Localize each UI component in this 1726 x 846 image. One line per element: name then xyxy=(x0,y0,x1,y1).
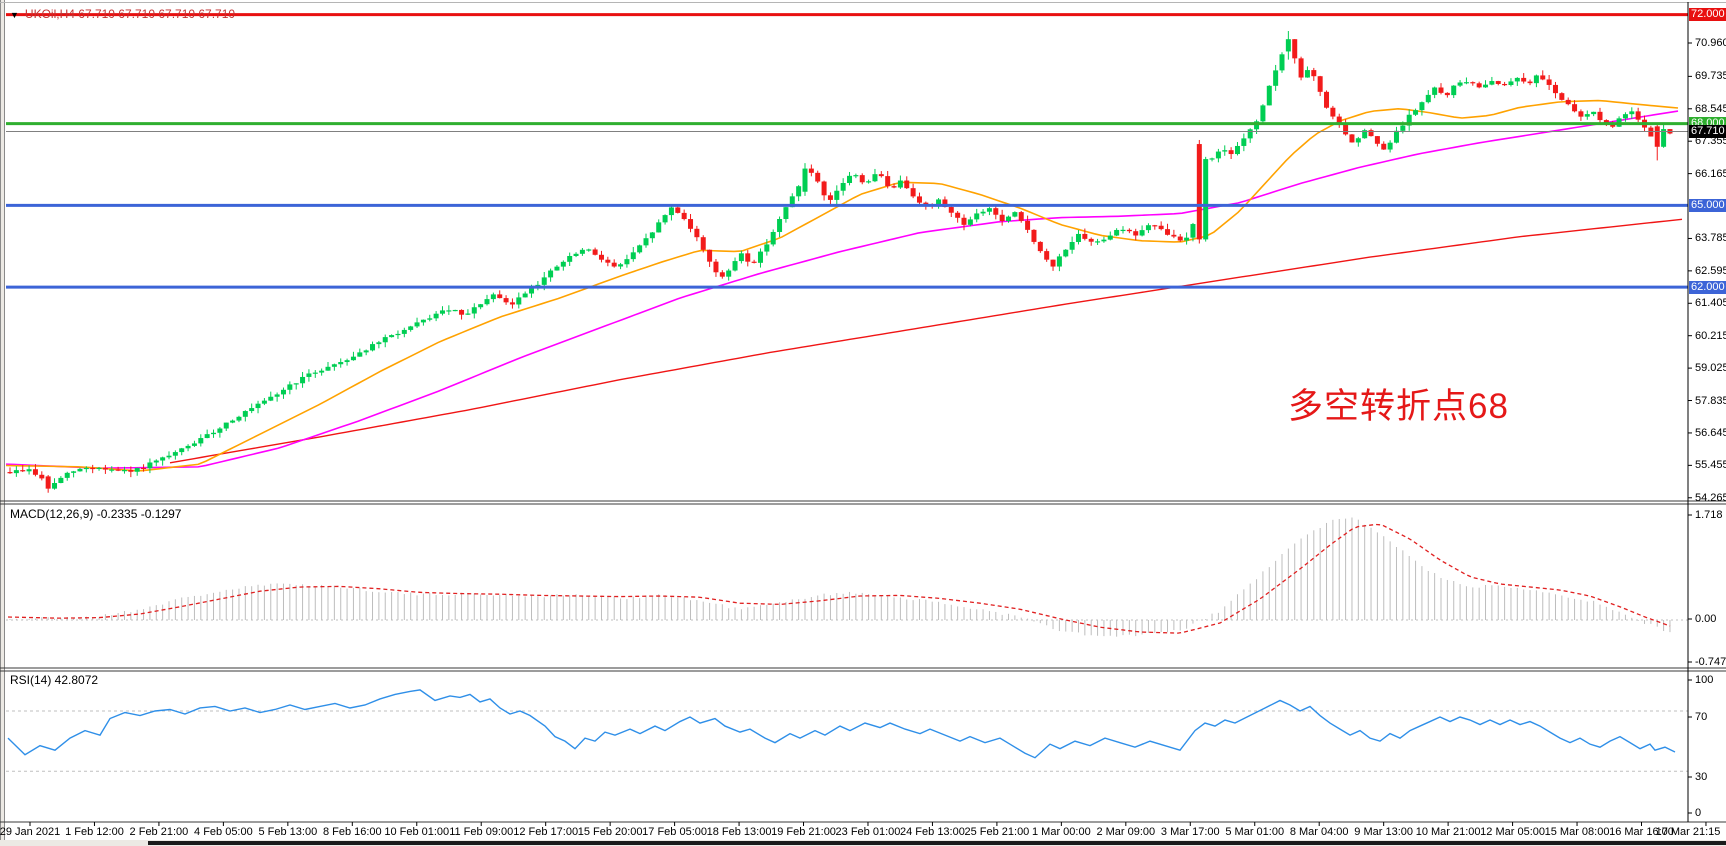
time-tick-label: 4 Feb 05:00 xyxy=(194,826,253,838)
time-tick-label: 25 Feb 21:00 xyxy=(964,826,1030,838)
price-tick-label: 68.545 xyxy=(1695,102,1726,115)
time-tick-label: 24 Feb 13:00 xyxy=(900,826,965,838)
time-tick-label: 8 Feb 16:00 xyxy=(322,826,382,838)
price-tick-label: 60.215 xyxy=(1695,329,1726,342)
rsi-axis-label: 30 xyxy=(1695,771,1708,783)
time-tick-label: 29 Jan 2021 xyxy=(0,826,61,838)
rsi-axis-label: 100 xyxy=(1695,674,1714,686)
time-tick-label: 10 Mar 21:00 xyxy=(1415,826,1481,838)
price-tick-label: 66.165 xyxy=(1695,167,1726,180)
price-tick-label: 61.405 xyxy=(1695,297,1726,310)
symbol-ohlc-label[interactable]: ▼ UKOil,H4 67.710 67.710 67.710 67.710 xyxy=(10,7,235,21)
time-tick-label: 11 Feb 09:00 xyxy=(449,826,514,838)
price-level-badge: 65.000 xyxy=(1689,198,1726,212)
time-tick-label: 10 Feb 01:00 xyxy=(384,826,450,838)
price-tick-label: 59.025 xyxy=(1695,362,1726,375)
time-tick-label: 17 Feb 05:00 xyxy=(642,826,708,838)
window-left-frame xyxy=(0,0,5,846)
rsi-indicator-label: RSI(14) 42.8072 xyxy=(10,673,99,687)
time-tick-label: 3 Mar 17:00 xyxy=(1160,826,1220,838)
price-level-badge: 67.710 xyxy=(1689,125,1726,139)
price-tick-label: 62.595 xyxy=(1695,264,1726,277)
rsi-axis-label: 70 xyxy=(1695,711,1708,723)
time-tick-label: 2 Mar 09:00 xyxy=(1096,826,1156,838)
price-tick-label: 69.735 xyxy=(1695,70,1726,83)
price-tick-label: 56.645 xyxy=(1695,426,1726,439)
time-tick-label: 15 Feb 20:00 xyxy=(577,826,643,838)
price-tick-label: 67.355 xyxy=(1695,135,1726,148)
price-tick-label: 57.835 xyxy=(1695,394,1726,407)
macd-axis-label: 1.718 xyxy=(1695,509,1723,521)
time-tick-label: 9 Mar 13:00 xyxy=(1354,826,1414,838)
chart-annotation-text[interactable]: 多空转折点68 xyxy=(1288,387,1509,426)
window-top-border xyxy=(0,2,1726,3)
symbol-dropdown-icon[interactable]: ▼ xyxy=(10,10,19,20)
time-tick-label: 8 Mar 04:00 xyxy=(1289,826,1349,838)
price-tick-label: 70.960 xyxy=(1695,37,1726,49)
time-tick-label: 15 Mar 08:00 xyxy=(1544,826,1610,838)
time-tick-label: 12 Mar 05:00 xyxy=(1480,826,1545,838)
price-tick-label: 55.455 xyxy=(1695,459,1726,472)
time-tick-label: 5 Feb 13:00 xyxy=(258,826,318,838)
macd-axis-label: 0.00 xyxy=(1695,613,1717,625)
time-tick-label: 23 Feb 01:00 xyxy=(835,826,901,838)
time-tick-label: 16 Mar 16:00 xyxy=(1609,826,1674,838)
macd-indicator-label: MACD(12,26,9) -0.2335 -0.1297 xyxy=(10,507,182,521)
price-tick-label: 54.265 xyxy=(1695,491,1726,504)
time-tick-label: 12 Feb 17:00 xyxy=(513,826,579,838)
bottom-scrollbar[interactable] xyxy=(148,841,1726,845)
symbol-ohlc-text: UKOil,H4 67.710 67.710 67.710 67.710 xyxy=(24,7,236,21)
time-tick-label: 17 Mar 21:15 xyxy=(1655,826,1721,838)
time-tick-label: 1 Feb 12:00 xyxy=(65,826,124,838)
rsi-axis-label: 0 xyxy=(1695,807,1702,819)
price-tick-label: 63.785 xyxy=(1695,232,1726,245)
time-tick-label: 5 Mar 01:00 xyxy=(1225,826,1285,838)
price-level-badge: 62.000 xyxy=(1689,280,1726,294)
macd-axis-label: -0.7475 xyxy=(1695,656,1726,668)
price-level-badge: 72.000 xyxy=(1689,8,1726,22)
time-tick-label: 19 Feb 21:00 xyxy=(771,826,836,838)
time-tick-label: 18 Feb 13:00 xyxy=(706,826,772,838)
time-tick-label: 1 Mar 00:00 xyxy=(1032,826,1091,838)
time-tick-label: 2 Feb 21:00 xyxy=(129,826,189,838)
